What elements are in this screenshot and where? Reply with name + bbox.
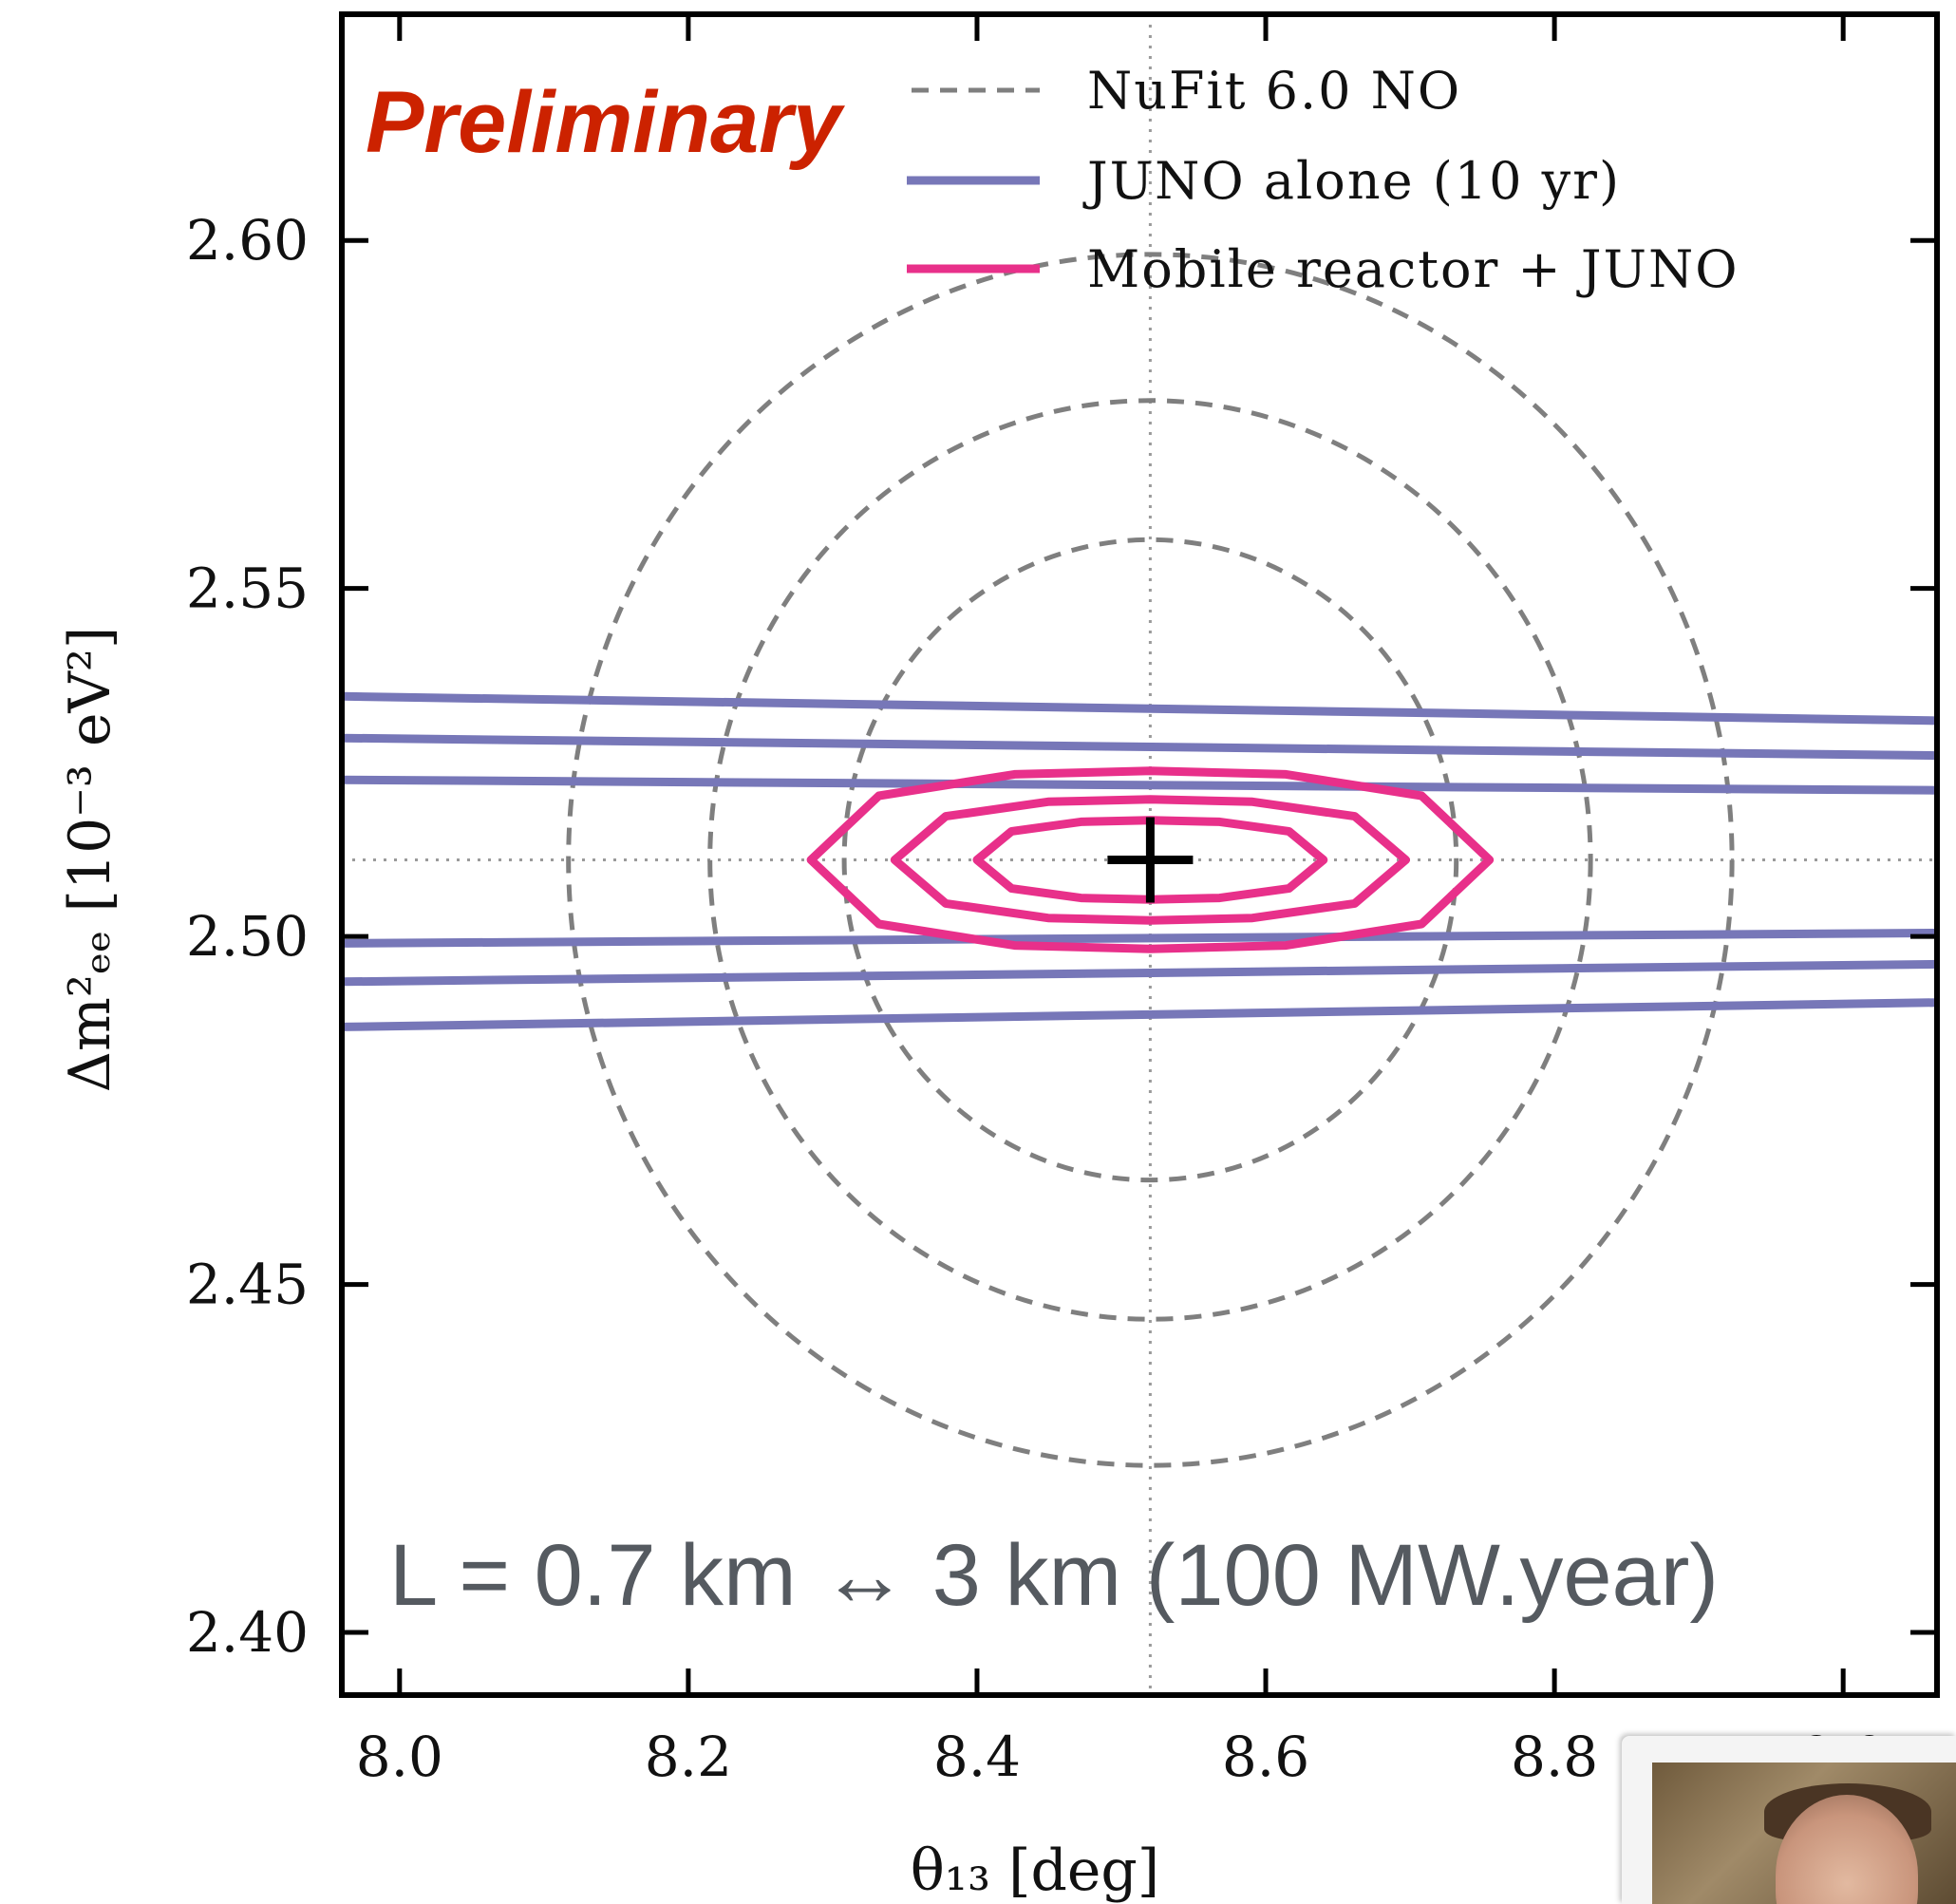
x-tick-label: 8.8 — [1511, 1725, 1598, 1789]
nufit-contour-1 — [841, 537, 1459, 1183]
juno-contour-line-6 — [342, 998, 1937, 1031]
juno-contour-line-4 — [342, 929, 1937, 948]
y-tick-label: 2.45 — [186, 1253, 309, 1317]
x-tick-label: 8.2 — [645, 1725, 732, 1789]
y-axis-label: Δm²ₑₑ [10⁻³ eV²] — [57, 627, 123, 1093]
baseline-annotation: L = 0.7 km ↔ 3 km (100 MW.year) — [389, 1527, 1719, 1624]
x-axis-label: θ₁₃ [deg] — [911, 1838, 1159, 1904]
x-tick-label: 8.0 — [356, 1725, 443, 1789]
juno-contour-line-5 — [342, 959, 1937, 987]
x-tick-label: 8.4 — [933, 1725, 1021, 1789]
juno-contour-line-1 — [342, 691, 1937, 726]
x-tick-label: 8.6 — [1222, 1725, 1309, 1789]
preliminary-label: Preliminary — [366, 74, 845, 171]
nufit-contour-3 — [566, 252, 1735, 1468]
legend: NuFit 6.0 NO JUNO alone (10 yr) Mobile r… — [907, 61, 1740, 299]
plot-frame — [339, 11, 1940, 1698]
juno-contour-line-3 — [342, 775, 1937, 795]
y-tick-label: 2.55 — [186, 556, 309, 621]
legend-label-mobile: Mobile reactor + JUNO — [1087, 239, 1740, 299]
legend-label-juno: JUNO alone (10 yr) — [1082, 151, 1621, 211]
nufit-contour-2 — [707, 398, 1593, 1322]
video-frame — [1652, 1763, 1956, 1904]
mobile-reactor-contour-2 — [890, 795, 1410, 925]
y-tick-label: 2.60 — [186, 208, 309, 273]
speaker-video-thumbnail — [1622, 1736, 1956, 1904]
legend-label-nufit: NuFit 6.0 NO — [1087, 61, 1461, 121]
y-tick-label: 2.40 — [186, 1600, 309, 1665]
mobile-reactor-contour-1 — [972, 816, 1328, 904]
plot-area — [342, 14, 1937, 1695]
juno-contour-line-2 — [342, 733, 1937, 761]
axis-ticks — [342, 14, 1937, 1695]
y-tick-label: 2.50 — [186, 904, 309, 969]
axis-tick-labels: 8.08.28.48.68.89.02.402.452.502.552.60 — [186, 208, 1887, 1789]
mobile-reactor-contour-3 — [806, 766, 1495, 953]
